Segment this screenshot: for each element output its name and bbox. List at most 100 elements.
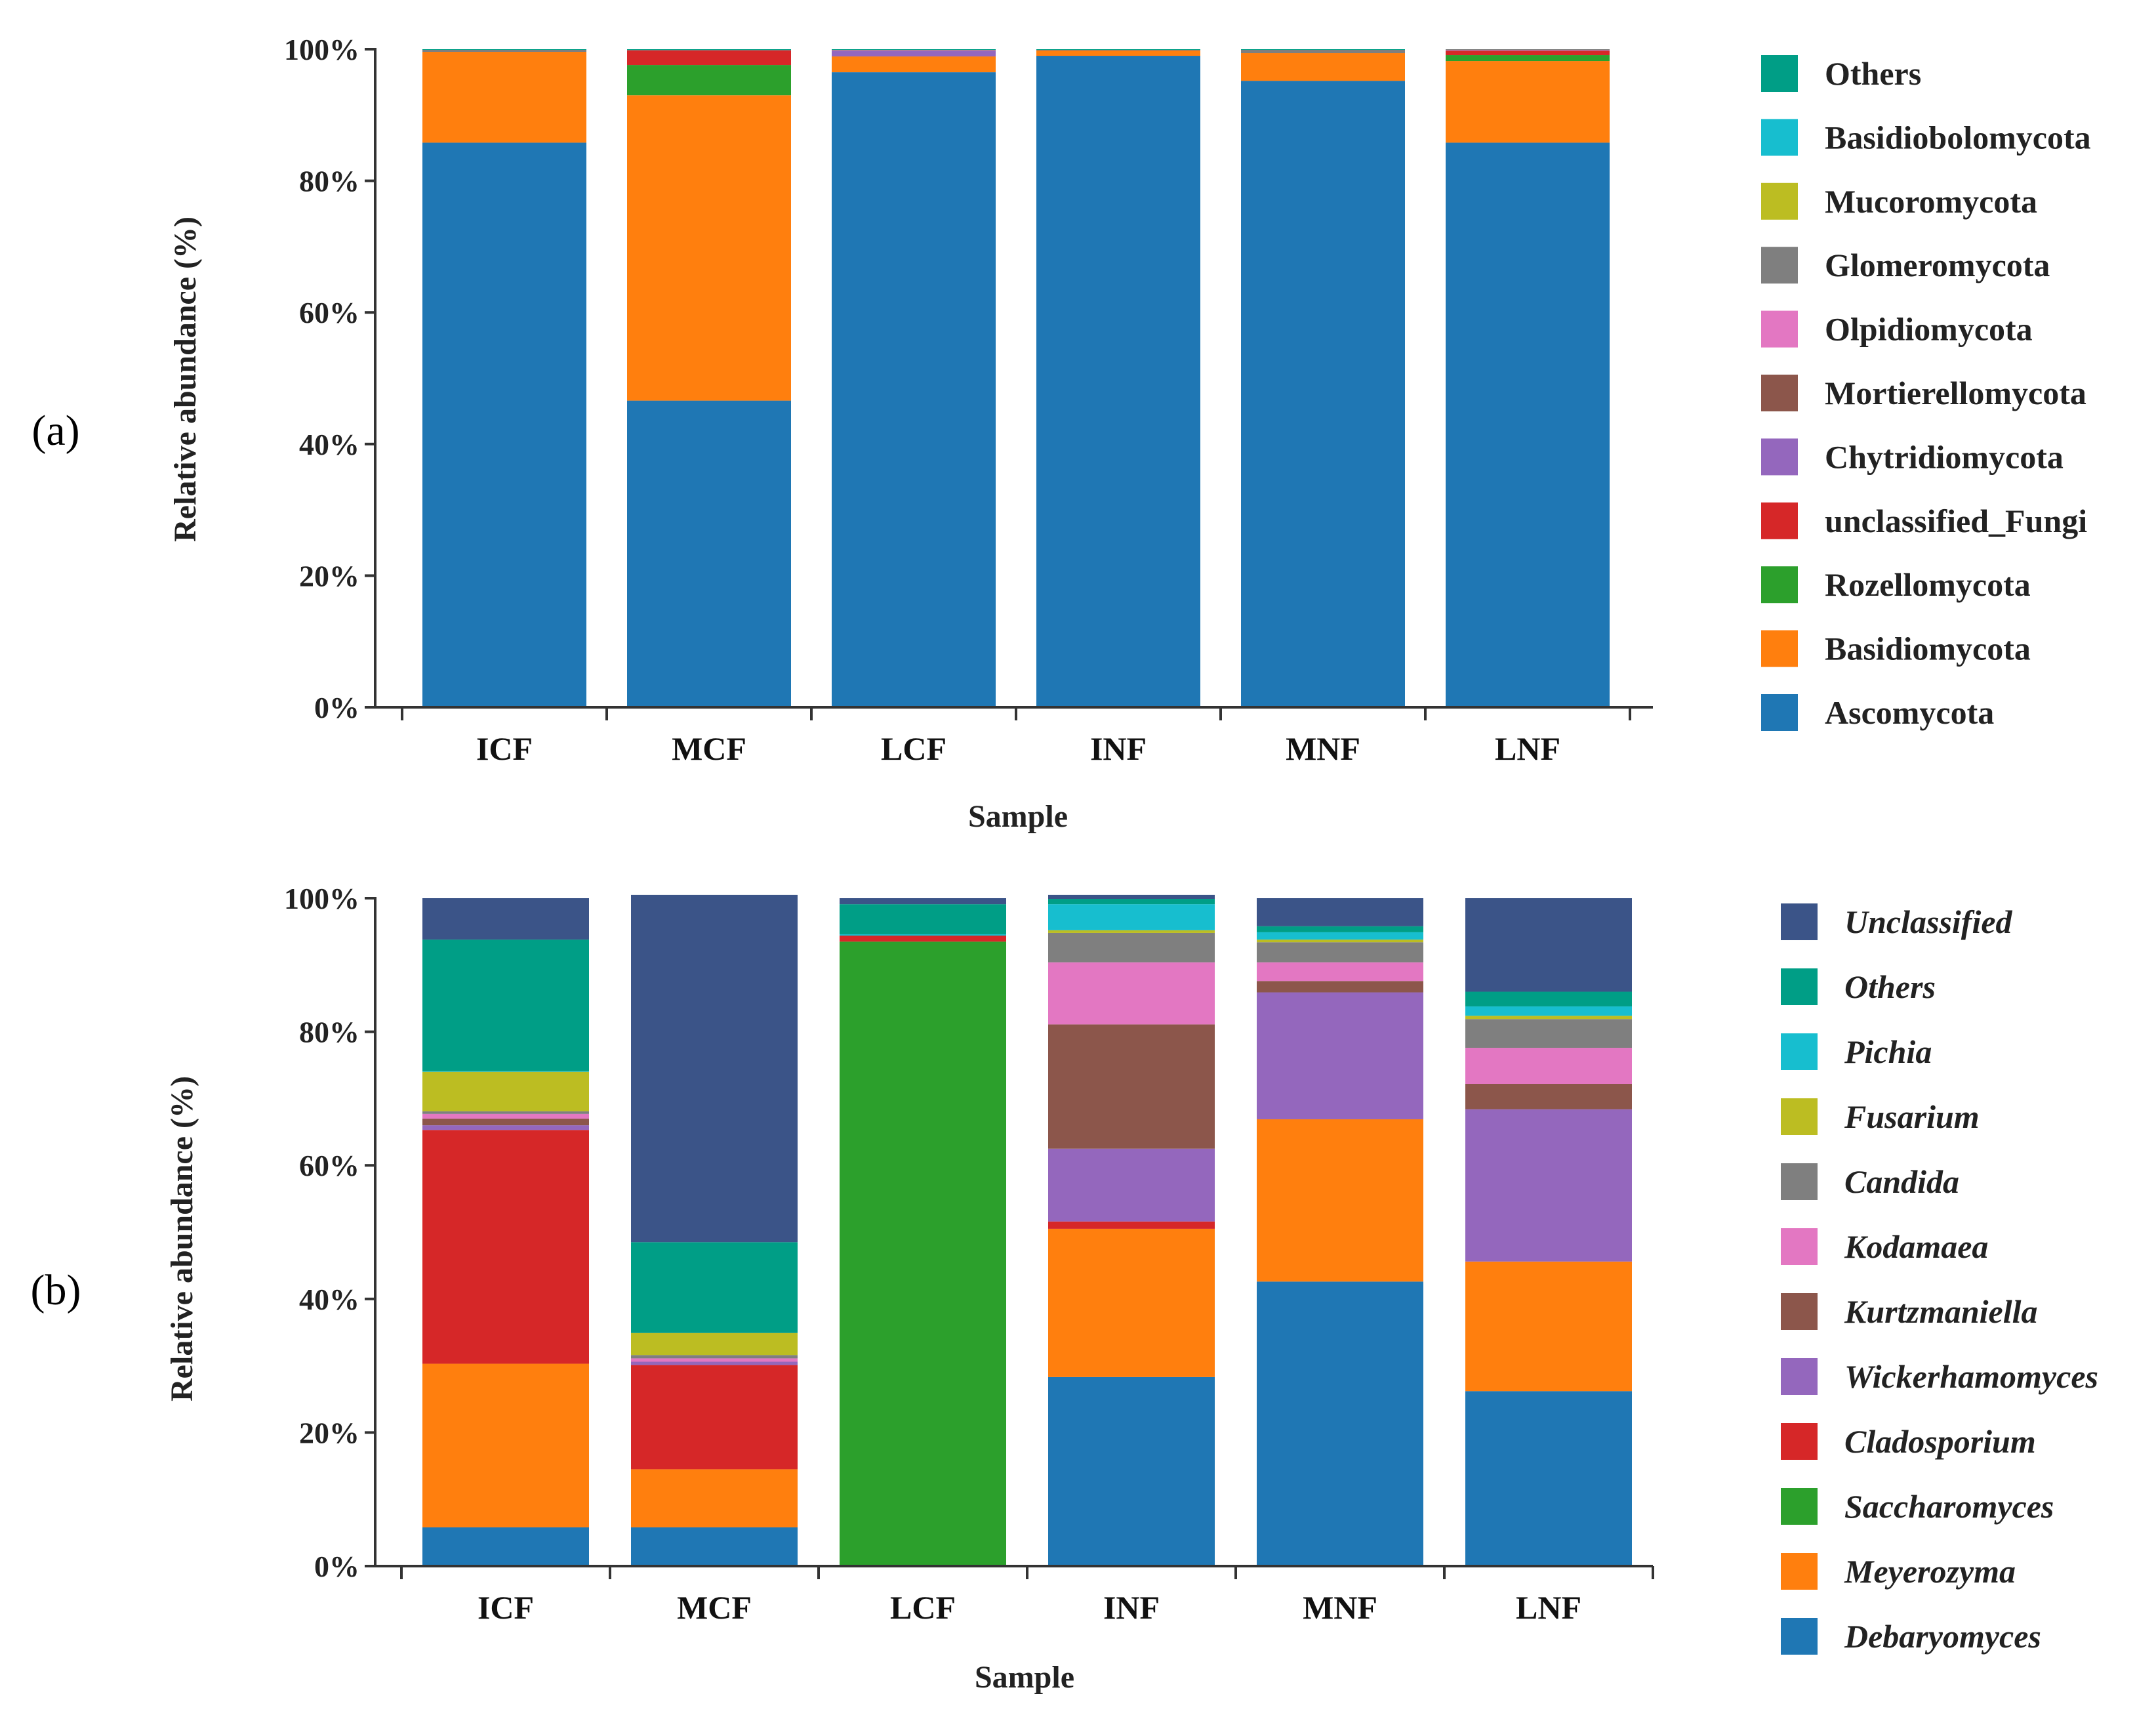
legend-swatch-kodamaea [1781, 1228, 1818, 1265]
bar-segment-lnf-wickerhamomyces [1465, 1109, 1632, 1262]
bar-segment-icf-candida [422, 1111, 589, 1114]
y-tick-label: 100% [284, 882, 359, 915]
bar-segment-inf-glomeromycota [1036, 50, 1200, 51]
bar-segment-mcf-kodamaea [631, 1358, 798, 1362]
bar-segment-mcf-rozellomycota [627, 65, 791, 96]
panel-a-label: (a) [31, 407, 79, 455]
legend-label-debaryomyces: Debaryomyces [1844, 1618, 2041, 1655]
bar-segment-icf-others [422, 940, 589, 1071]
bar-segment-inf-kodamaea [1048, 962, 1215, 1025]
bar-segment-icf-meyerozyma [422, 1363, 589, 1527]
panel-b-genus-chart: (b) Relative abundance (%) Sample 0% 20% 4… [31, 882, 2098, 1695]
panel-a-phylum-chart: (a) Relative abundance (%) Sample 0% 20% 4… [31, 33, 2090, 834]
bar-segment-icf-fusarium [422, 1071, 589, 1111]
legend-swatch-unclassified-fungi [1761, 502, 1798, 539]
y-tick-label: 20% [299, 559, 359, 592]
bar-segment-mcf-wickerhamomyces [631, 1361, 798, 1365]
bar-segment-icf-kurtzmaniella [422, 1118, 589, 1126]
bar-segment-mcf-others [627, 49, 791, 51]
panel-b-axes: 0% 20% 40% 60% 80% 100% ICF MCF LCF INF MNF LNF [284, 882, 1654, 1626]
bar-segment-inf-basidiomycota [1036, 51, 1200, 56]
bar-segment-icf-glomeromycota [422, 50, 586, 52]
legend-swatch-ascomycota [1761, 694, 1798, 731]
bar-segment-mcf-fusarium [631, 1333, 798, 1355]
bar-segment-mnf-unclassified [1257, 898, 1423, 926]
x-tick-label-mnf: MNF [1303, 1589, 1377, 1626]
panel-a-axes: 0% 20% 40% 60% 80% 100% ICF MCF LCF INF MNF LNF [284, 33, 1653, 767]
legend-swatch-kurtzmaniella [1781, 1293, 1818, 1330]
panel-a-bars [422, 49, 1610, 708]
bar-segment-lnf-rozellomycota [1446, 55, 1610, 62]
bar-segment-inf-others [1048, 899, 1215, 905]
bar-segment-mcf-unclassified [631, 894, 798, 1243]
panel-b-x-axis-title: Sample [975, 1660, 1074, 1695]
bar-segment-lcf-others [840, 904, 1006, 934]
legend-swatch-others [1761, 55, 1798, 92]
bar-segment-mnf-others [1257, 926, 1423, 932]
x-tick-label-lnf: LNF [1516, 1589, 1581, 1626]
legend-label-basidiomycota: Basidiomycota [1825, 631, 2031, 667]
legend-swatch-wickerhamomyces [1781, 1358, 1818, 1395]
legend-label-others: Others [1825, 55, 1921, 92]
legend-label-pichia: Pichia [1844, 1033, 1932, 1070]
y-tick-label: 0% [314, 691, 359, 724]
x-tick-label-icf: ICF [478, 1589, 534, 1626]
legend-swatch-rozellomycota [1761, 566, 1798, 604]
y-tick-label: 40% [299, 428, 359, 461]
legend-label-rozellomycota: Rozellomycota [1825, 566, 2031, 603]
bar-segment-lnf-kodamaea [1465, 1048, 1632, 1085]
panel-b-y-axis-title: Relative abundance (%) [165, 1076, 199, 1401]
legend-label-fusarium: Fusarium [1844, 1098, 1980, 1135]
bar-segment-icf-unclassified [422, 898, 589, 940]
legend-swatch-candida [1781, 1163, 1818, 1200]
legend-label-saccharomyces: Saccharomyces [1844, 1488, 2054, 1525]
legend-swatch-debaryomyces [1781, 1618, 1818, 1655]
bar-segment-inf-debaryomyces [1048, 1376, 1215, 1566]
bar-segment-lcf-unclassified [840, 898, 1006, 905]
bar-segment-mnf-pichia [1257, 932, 1423, 940]
x-tick-label-lcf: LCF [890, 1589, 956, 1626]
bar-segment-inf-fusarium [1048, 930, 1215, 933]
bar-segment-mnf-glomeromycota [1241, 50, 1405, 54]
bar-segment-lcf-glomeromycota [832, 50, 996, 51]
bar-segment-lnf-glomeromycota [1446, 49, 1610, 51]
y-tick-label: 100% [284, 33, 359, 66]
bar-segment-inf-meyerozyma [1048, 1228, 1215, 1377]
legend-label-wickerhamomyces: Wickerhamomyces [1844, 1358, 2098, 1395]
y-tick-label: 0% [314, 1550, 359, 1583]
bar-segment-inf-candida [1048, 932, 1215, 962]
panel-a-y-axis-title: Relative abundance (%) [168, 217, 203, 542]
bar-segment-inf-others [1036, 49, 1200, 51]
legend-label-mortierellomycota: Mortierellomycota [1825, 375, 2086, 411]
legend-swatch-cladosporium [1781, 1423, 1818, 1460]
bar-segment-mcf-meyerozyma [631, 1469, 798, 1527]
bar-segment-icf-debaryomyces [422, 1527, 589, 1566]
bar-segment-inf-unclassified [1048, 894, 1215, 900]
legend-label-unclassified-fungi: unclassified_Fungi [1825, 503, 2087, 539]
panel-b-legend: Unclassified Others Pichia Fusarium Candida K… [1781, 903, 2098, 1655]
x-tick-label-lcf: LCF [881, 730, 946, 767]
panel-b-label: (b) [31, 1266, 81, 1314]
bar-segment-icf-basidiomycota [422, 52, 586, 143]
legend-label-basidiobolomycota: Basidiobolomycota [1825, 119, 2091, 155]
bar-segment-icf-cladosporium [422, 1130, 589, 1364]
bar-segment-mnf-basidiomycota [1241, 53, 1405, 81]
legend-swatch-basidiobolomycota [1761, 119, 1798, 156]
legend-label-olpidiomycota: Olpidiomycota [1825, 311, 2033, 348]
bar-segment-mcf-unclassified-fungi [627, 51, 791, 66]
legend-swatch-pichia [1781, 1033, 1818, 1070]
legend-label-mucoromycota: Mucoromycota [1825, 183, 2037, 220]
x-tick-label-lnf: LNF [1495, 730, 1560, 767]
legend-swatch-chytridiomycota [1761, 438, 1798, 476]
x-tick-label-inf: INF [1090, 730, 1147, 767]
bar-segment-mcf-cladosporium [631, 1365, 798, 1470]
bar-segment-mnf-kurtzmaniella [1257, 981, 1423, 993]
bar-segment-mnf-kodamaea [1257, 962, 1423, 982]
bar-segment-mnf-fusarium [1257, 940, 1423, 943]
y-tick-label: 40% [299, 1283, 359, 1316]
bar-segment-lnf-olpidiomycota [1446, 50, 1610, 51]
bar-segment-lnf-meyerozyma [1465, 1261, 1632, 1392]
x-tick-label-inf: INF [1103, 1589, 1160, 1626]
bar-segment-lnf-basidiomycota [1446, 61, 1610, 143]
